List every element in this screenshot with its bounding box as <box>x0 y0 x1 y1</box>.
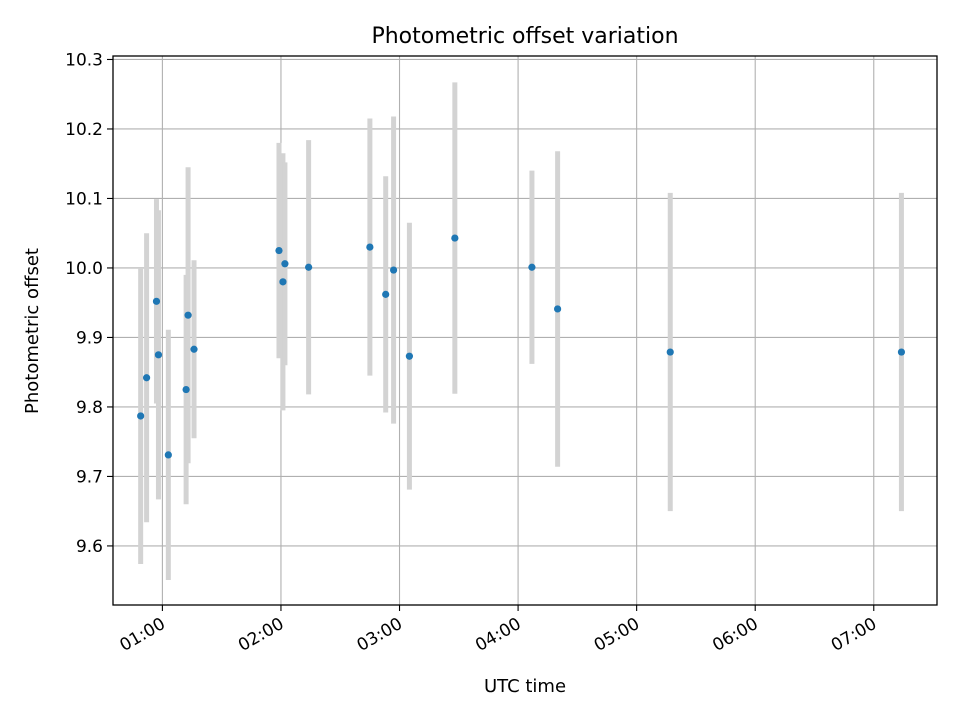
data-point <box>164 451 172 459</box>
y-tick-label: 9.9 <box>76 328 103 348</box>
data-point <box>190 345 198 353</box>
plot-area <box>113 56 937 605</box>
chart-title: Photometric offset variation <box>371 24 678 49</box>
y-tick-label: 9.8 <box>76 398 103 418</box>
data-point <box>666 348 674 356</box>
x-axis-label: UTC time <box>484 676 566 697</box>
data-point <box>184 311 192 319</box>
data-point <box>137 412 145 420</box>
data-point <box>281 260 289 268</box>
data-point <box>382 290 390 298</box>
data-point <box>154 351 163 359</box>
y-tick-label: 9.6 <box>76 537 103 557</box>
data-point <box>152 297 161 305</box>
data-points <box>137 234 906 459</box>
data-point <box>554 305 562 313</box>
plot-frame <box>112 55 938 606</box>
y-tick-label: 10.3 <box>65 50 103 70</box>
data-point <box>305 263 313 271</box>
data-point <box>142 374 151 382</box>
data-point <box>366 243 374 251</box>
data-point <box>451 234 459 242</box>
data-point <box>389 266 398 274</box>
grid-lines <box>113 56 937 605</box>
y-tick-label: 10.0 <box>65 259 103 279</box>
y-tick-label: 10.1 <box>65 189 103 209</box>
y-axis-label: Photometric offset <box>22 248 43 414</box>
data-point <box>275 246 283 255</box>
data-point <box>528 263 536 271</box>
data-point <box>182 385 190 394</box>
y-tick-label: 9.7 <box>76 467 103 487</box>
data-point <box>405 352 414 360</box>
y-tick-label: 10.2 <box>65 120 103 140</box>
data-point <box>897 348 906 356</box>
y-axis-ticks: 9.6 9.7 9.8 9.9 10.0 10.1 10.2 10.3 <box>65 50 113 557</box>
data-point <box>279 278 287 286</box>
